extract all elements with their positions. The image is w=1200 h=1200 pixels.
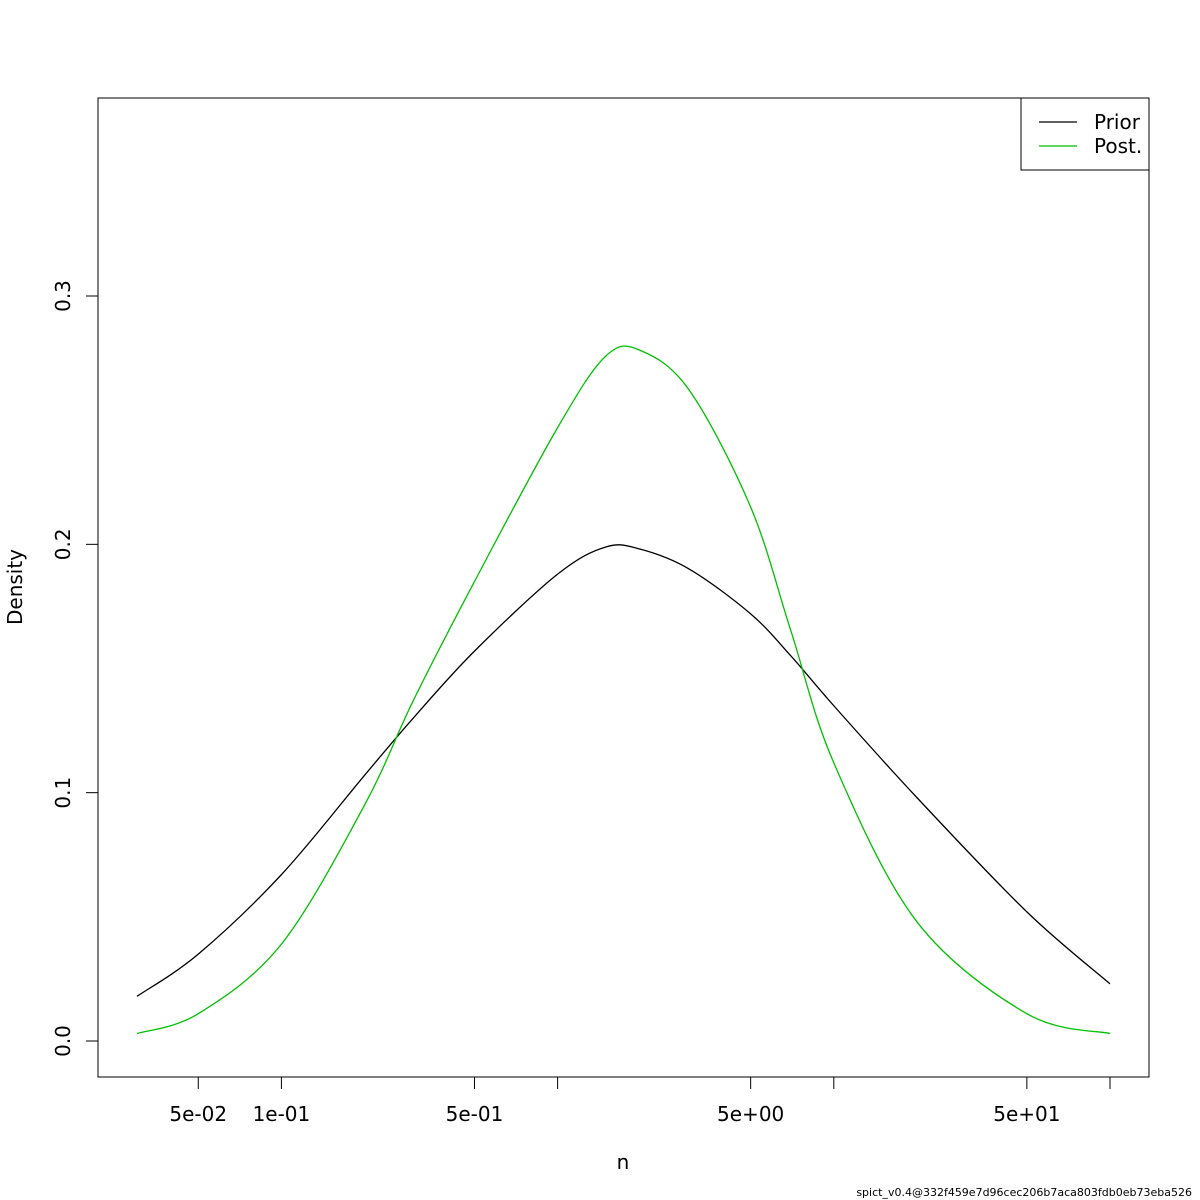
footer-signature: spict_v0.4@332f459e7d96cec206b7aca803fdb… (856, 1186, 1192, 1199)
y-tick-label: 0.3 (51, 280, 75, 312)
x-tick-label: 5e+01 (993, 1102, 1060, 1126)
x-tick-label: 5e-02 (169, 1102, 227, 1126)
y-tick-label: 0.1 (51, 777, 75, 809)
x-tick-label: 5e+00 (717, 1102, 784, 1126)
x-axis: 5e-02 1e-01 5e-01 5e+00 5e+01 (169, 1076, 1111, 1126)
legend: Prior Post. (1020, 97, 1150, 171)
y-axis-title: Density (3, 549, 27, 625)
x-tick-label: 5e-01 (446, 1102, 504, 1126)
series-line-prior (136, 544, 1111, 997)
plot-frame (97, 97, 1150, 1078)
x-tick-label: 1e-01 (253, 1102, 311, 1126)
series-layer (136, 345, 1111, 1035)
y-tick-label: 0.0 (51, 1025, 75, 1057)
y-axis: 0.0 0.1 0.2 0.3 (51, 280, 99, 1057)
legend-prior-label: Prior (1094, 110, 1141, 134)
x-axis-title: n (617, 1150, 630, 1174)
y-tick-label: 0.2 (51, 528, 75, 560)
legend-post-label: Post. (1094, 134, 1142, 158)
legend-box (1020, 97, 1150, 171)
series-line-post (136, 345, 1111, 1035)
